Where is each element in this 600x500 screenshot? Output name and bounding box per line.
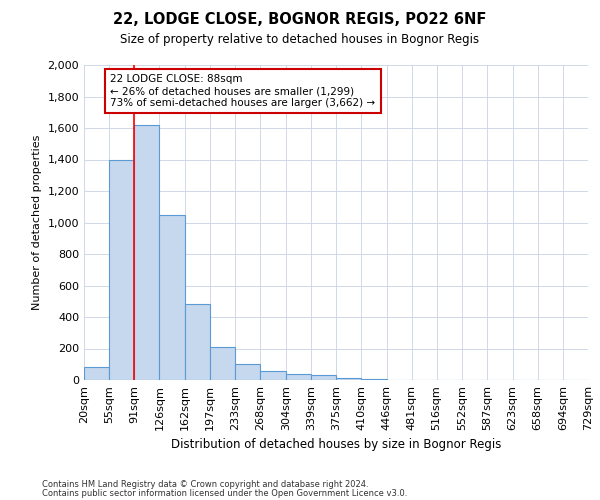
- Text: Contains public sector information licensed under the Open Government Licence v3: Contains public sector information licen…: [42, 488, 407, 498]
- Bar: [311, 376, 337, 380]
- Y-axis label: Number of detached properties: Number of detached properties: [32, 135, 42, 310]
- Text: Size of property relative to detached houses in Bognor Regis: Size of property relative to detached ho…: [121, 32, 479, 46]
- Bar: [286, 374, 311, 380]
- Text: 22, LODGE CLOSE, BOGNOR REGIS, PO22 6NF: 22, LODGE CLOSE, BOGNOR REGIS, PO22 6NF: [113, 12, 487, 28]
- Text: 22 LODGE CLOSE: 88sqm
← 26% of detached houses are smaller (1,299)
73% of semi-d: 22 LODGE CLOSE: 88sqm ← 26% of detached …: [110, 74, 376, 108]
- Bar: [235, 364, 260, 380]
- Text: Contains HM Land Registry data © Crown copyright and database right 2024.: Contains HM Land Registry data © Crown c…: [42, 480, 368, 489]
- Bar: [134, 125, 160, 380]
- Bar: [260, 372, 286, 380]
- Bar: [361, 379, 387, 380]
- Bar: [84, 368, 109, 380]
- Bar: [185, 304, 210, 380]
- Bar: [337, 378, 361, 380]
- Bar: [109, 160, 134, 380]
- X-axis label: Distribution of detached houses by size in Bognor Regis: Distribution of detached houses by size …: [171, 438, 501, 452]
- Bar: [210, 347, 235, 380]
- Bar: [160, 214, 185, 380]
